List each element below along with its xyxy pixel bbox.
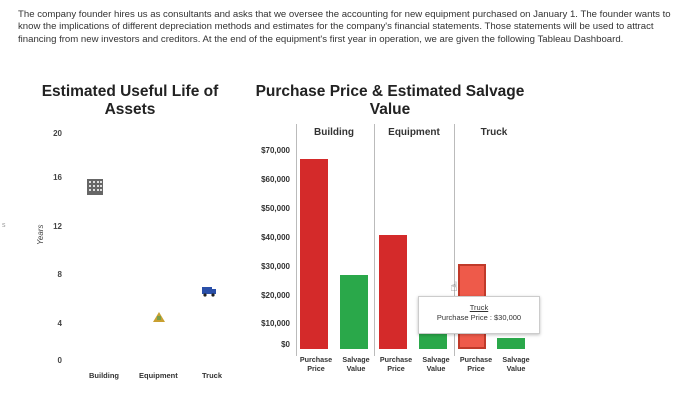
- building-icon[interactable]: [86, 178, 104, 201]
- column-separator: [296, 124, 297, 356]
- tools-icon[interactable]: [151, 310, 167, 329]
- edge-mark: s: [2, 222, 6, 229]
- x-cat-truck: Truck: [202, 371, 223, 380]
- y-tick-8: 8: [57, 270, 62, 279]
- x-cat-equipment: Equipment: [139, 371, 178, 380]
- tooltip-line: Purchase Price : $30,000: [436, 313, 522, 322]
- sub-label-building-salvage: Salvage Value: [342, 355, 370, 373]
- bar-building-salvage[interactable]: [340, 275, 368, 349]
- useful-life-title-line2: Assets: [104, 101, 156, 118]
- column-head-building: Building: [314, 127, 354, 138]
- money-tick-60000: $60,000: [261, 175, 290, 184]
- y-tick-12: 12: [53, 222, 62, 231]
- bar-equipment-purchase[interactable]: [379, 235, 407, 349]
- bar-building-purchase[interactable]: [300, 158, 328, 349]
- price-title-line2: Value: [369, 101, 411, 118]
- column-head-equipment: Equipment: [388, 127, 440, 138]
- x-cat-building: Building: [89, 371, 119, 380]
- money-tick-0: $0: [281, 340, 290, 349]
- useful-life-title-line1: Estimated Useful Life of: [41, 83, 219, 100]
- useful-life-chart-title: Estimated Useful Life of Assets: [30, 83, 230, 119]
- y-tick-16: 16: [53, 173, 62, 182]
- sub-label-equipment-purchase: Purchase Price: [379, 355, 413, 373]
- price-salvage-chart-title: Purchase Price & Estimated Salvage Value: [240, 83, 540, 119]
- column-separator: [454, 124, 455, 356]
- money-tick-10000: $10,000: [261, 319, 290, 328]
- sub-label-building-purchase: Purchase Price: [299, 355, 333, 373]
- y-tick-20: 20: [53, 129, 62, 138]
- column-separator: [374, 124, 375, 356]
- y-axis-title: Years: [36, 224, 45, 245]
- intro-paragraph: The company founder hires us as consulta…: [18, 9, 671, 45]
- sub-label-truck-salvage: Salvage Value: [502, 355, 530, 373]
- price-title-line1: Purchase Price & Estimated Salvage: [255, 83, 525, 100]
- money-tick-70000: $70,000: [261, 146, 290, 155]
- y-tick-4: 4: [57, 319, 62, 328]
- column-head-truck: Truck: [480, 127, 508, 138]
- y-tick-0: 0: [57, 356, 62, 365]
- sub-label-equipment-salvage: Salvage Value: [422, 355, 450, 373]
- bar-truck-salvage[interactable]: [497, 337, 525, 349]
- money-tick-40000: $40,000: [261, 233, 290, 242]
- money-tick-20000: $20,000: [261, 291, 290, 300]
- bar-tooltip: Truck Purchase Price : $30,000: [418, 296, 540, 334]
- truck-icon[interactable]: [201, 284, 217, 302]
- money-tick-50000: $50,000: [261, 204, 290, 213]
- tooltip-title: Truck: [469, 303, 489, 312]
- money-tick-30000: $30,000: [261, 262, 290, 271]
- hand-cursor-icon: ☝: [450, 279, 458, 294]
- sub-label-truck-purchase: Purchase Price: [459, 355, 493, 373]
